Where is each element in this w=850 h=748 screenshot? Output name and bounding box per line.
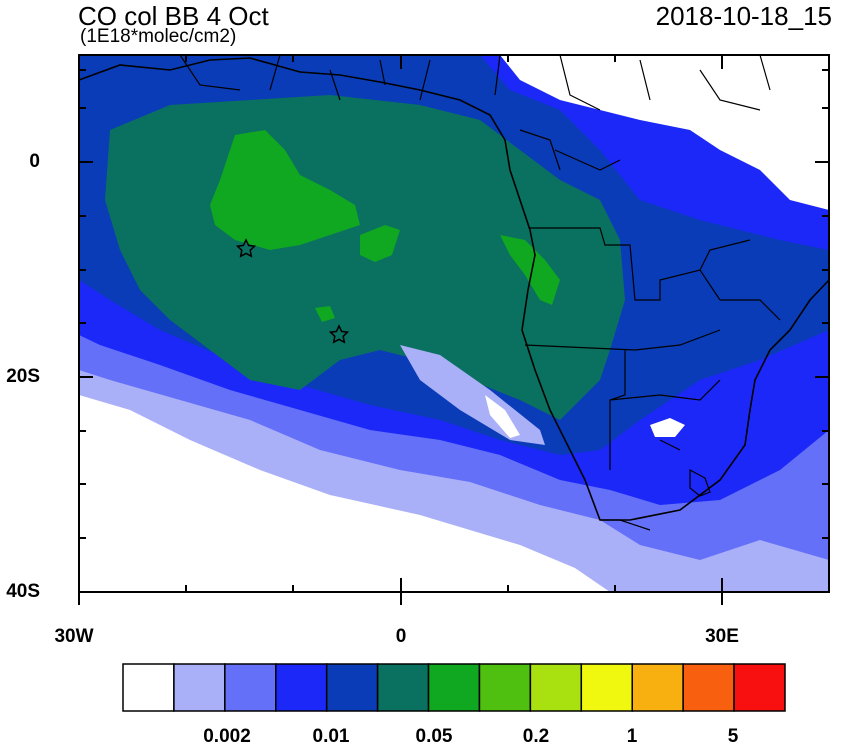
colorbar-swatch: [682, 663, 735, 712]
x-tick-label: 30W: [54, 626, 94, 647]
colorbar-swatch: [478, 663, 532, 712]
co-column-field: [79, 55, 829, 592]
coastlines: [78, 54, 830, 531]
colorbar-swatch: [733, 663, 786, 712]
y-tick-label: 20S: [6, 366, 40, 387]
colorbar: [122, 663, 786, 712]
colorbar-swatch: [529, 663, 583, 712]
colorbar-swatch: [122, 663, 175, 712]
marker-stars: [235, 238, 350, 344]
contour-green-3: [500, 235, 560, 305]
contour-green-4: [315, 306, 335, 322]
colorbar-swatch: [427, 663, 481, 712]
contour-green-2: [360, 225, 400, 262]
colorbar-swatch: [275, 663, 328, 712]
colorbar-swatch: [224, 663, 277, 712]
contour-white-se: [650, 418, 685, 437]
colorbar-label: 0.002: [203, 726, 251, 747]
africa-coastline: [78, 57, 830, 521]
y-tick-label: 0: [29, 151, 40, 172]
x-tick-label: 30E: [705, 626, 739, 647]
colorbar-swatch: [376, 663, 430, 712]
colorbar-swatch: [173, 663, 226, 712]
country-borders: [524, 149, 781, 531]
colorbar-swatch: [325, 663, 379, 712]
colorbar-label: 0.2: [522, 726, 550, 747]
northern-borders: [179, 54, 771, 171]
x-tick-label: 0: [395, 626, 407, 647]
tick-marks: [78, 55, 830, 605]
y-tick-label: 40S: [6, 581, 40, 602]
star-marker: [235, 238, 257, 258]
units-label: (1E18*molec/cm2): [80, 26, 237, 47]
colorbar-label: 0.01: [312, 726, 350, 747]
colorbar-label: 1: [626, 726, 638, 747]
colorbar-label: 5: [727, 726, 739, 747]
colorbar-swatch: [580, 663, 633, 712]
timestamp-label: 2018-10-18_15: [655, 1, 832, 31]
star-marker: [328, 324, 350, 344]
contour-green-1: [210, 130, 360, 250]
contour-white-ne: [500, 55, 829, 210]
plot-title: CO col BB 4 Oct: [78, 1, 269, 31]
colorbar-swatch: [631, 663, 684, 712]
colorbar-label: 0.05: [415, 726, 453, 747]
contour-streak-white: [485, 395, 520, 438]
